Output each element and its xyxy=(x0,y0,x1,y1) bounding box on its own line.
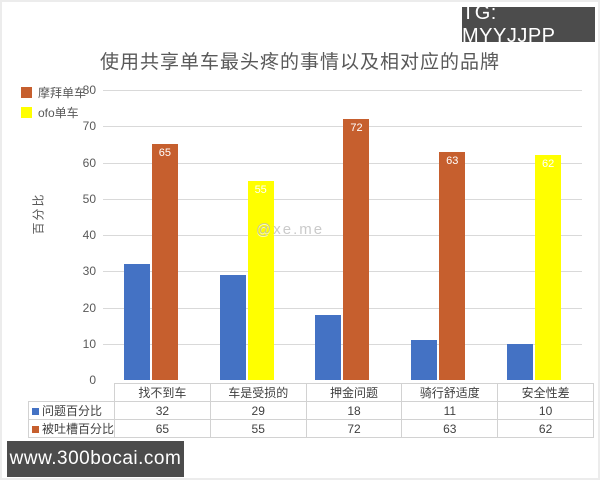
y-tick-30: 30 xyxy=(82,264,96,279)
category-header-cell: 车是受损的 xyxy=(209,383,307,402)
gridline-70 xyxy=(103,126,582,128)
ofo-color-swatch xyxy=(21,106,32,118)
legend-label-ofo: ofo单车 xyxy=(38,105,79,120)
y-tick-50: 50 xyxy=(82,191,96,206)
series-label-cell: 被吐槽百分比 xyxy=(27,419,116,438)
website-badge: www.300bocai.com xyxy=(7,441,184,477)
y-tick-40: 40 xyxy=(82,228,96,242)
category-header-cell: 安全性差 xyxy=(497,383,594,402)
table-corner-cell xyxy=(29,384,115,402)
value-cell: 11 xyxy=(401,401,499,420)
bar-group-3: 72 xyxy=(295,90,391,380)
value-cell: 65 xyxy=(114,419,211,438)
gridline-20 xyxy=(103,307,582,309)
y-tick-70: 70 xyxy=(82,119,96,134)
value-cell: 29 xyxy=(209,401,307,420)
series-marker-icon xyxy=(32,426,39,433)
value-cell: 32 xyxy=(114,401,211,420)
series-label-cell: 问题百分比 xyxy=(27,401,116,420)
value-cell: 55 xyxy=(209,419,307,438)
category-header-cell: 找不到车 xyxy=(114,383,211,402)
table-row-被吐槽百分比: 被吐槽百分比 65 55 72 63 62 xyxy=(27,419,594,438)
gridline-50 xyxy=(103,198,582,200)
category-header-cell: 押金问题 xyxy=(305,383,403,402)
value-cell: 63 xyxy=(401,419,499,438)
telegram-contact-badge: TG: MYYJJPP xyxy=(462,2,595,47)
y-tick-0: 0 xyxy=(89,373,96,387)
gridline-10 xyxy=(103,343,582,345)
bar-value-label: 62 xyxy=(541,158,555,171)
y-axis-title: 百分比 xyxy=(31,192,46,235)
y-tick-10: 10 xyxy=(82,336,96,351)
series-marker-icon xyxy=(32,408,39,415)
bar-问题百分比-安全性差 xyxy=(507,343,534,380)
y-tick-60: 60 xyxy=(82,155,96,170)
gridline-60 xyxy=(103,162,582,164)
bar-被吐槽百分比-车是受损的: 55 xyxy=(247,180,274,380)
legend-label-mobike: 摩拜单车 xyxy=(38,85,87,100)
legend-item-mobike: 摩拜单车 xyxy=(21,82,86,102)
bar-问题百分比-找不到车 xyxy=(123,264,150,380)
value-cell: 10 xyxy=(497,401,594,420)
value-cell: 18 xyxy=(305,401,403,420)
bar-value-label: 55 xyxy=(254,183,267,196)
bar-value-label: 72 xyxy=(350,122,363,134)
chart-title: 使用共享单车最头疼的事情以及相对应的品牌 xyxy=(99,52,500,73)
bar-问题百分比-押金问题 xyxy=(315,314,342,380)
y-tick-80: 80 xyxy=(82,83,96,97)
mobike-color-swatch xyxy=(21,86,32,98)
bar-group-5: 62 xyxy=(486,90,582,380)
gridline-40 xyxy=(103,235,582,236)
bar-group-1: 65 xyxy=(103,90,199,380)
bar-被吐槽百分比-骑行舒适度: 63 xyxy=(439,151,466,380)
bar-group-2: 55 xyxy=(199,90,295,380)
value-cell: 62 xyxy=(497,419,594,438)
bar-被吐槽百分比-押金问题: 72 xyxy=(343,119,370,380)
gridline-80 xyxy=(103,90,582,91)
legend-item-ofo: ofo单车 xyxy=(21,102,86,122)
gridline-30 xyxy=(103,271,582,273)
y-tick-20: 20 xyxy=(82,300,96,315)
bar-问题百分比-车是受损的 xyxy=(219,274,246,380)
bar-group-4: 63 xyxy=(390,90,486,380)
bar-问题百分比-骑行舒适度 xyxy=(411,340,438,380)
chart-legend: 摩拜单车 ofo单车 xyxy=(21,82,86,122)
bar-value-label: 63 xyxy=(446,154,459,167)
bar-value-label: 65 xyxy=(158,147,172,160)
value-cell: 72 xyxy=(305,419,403,438)
table-row-问题百分比: 问题百分比 32 29 18 11 10 xyxy=(27,401,594,420)
bar-被吐槽百分比-安全性差: 62 xyxy=(535,155,562,380)
plot-area: 65 55 72 63 62 xyxy=(103,90,582,380)
category-header-cell: 骑行舒适度 xyxy=(401,383,499,402)
bar-被吐槽百分比-找不到车: 65 xyxy=(151,144,178,380)
table-header-row: 找不到车 车是受损的 押金问题 骑行舒适度 安全性差 xyxy=(29,383,594,402)
watermark: @xe.me xyxy=(256,221,325,238)
data-table: 找不到车 车是受损的 押金问题 骑行舒适度 安全性差 问题百分比 32 29 18 11 10 被吐槽… xyxy=(27,383,594,438)
